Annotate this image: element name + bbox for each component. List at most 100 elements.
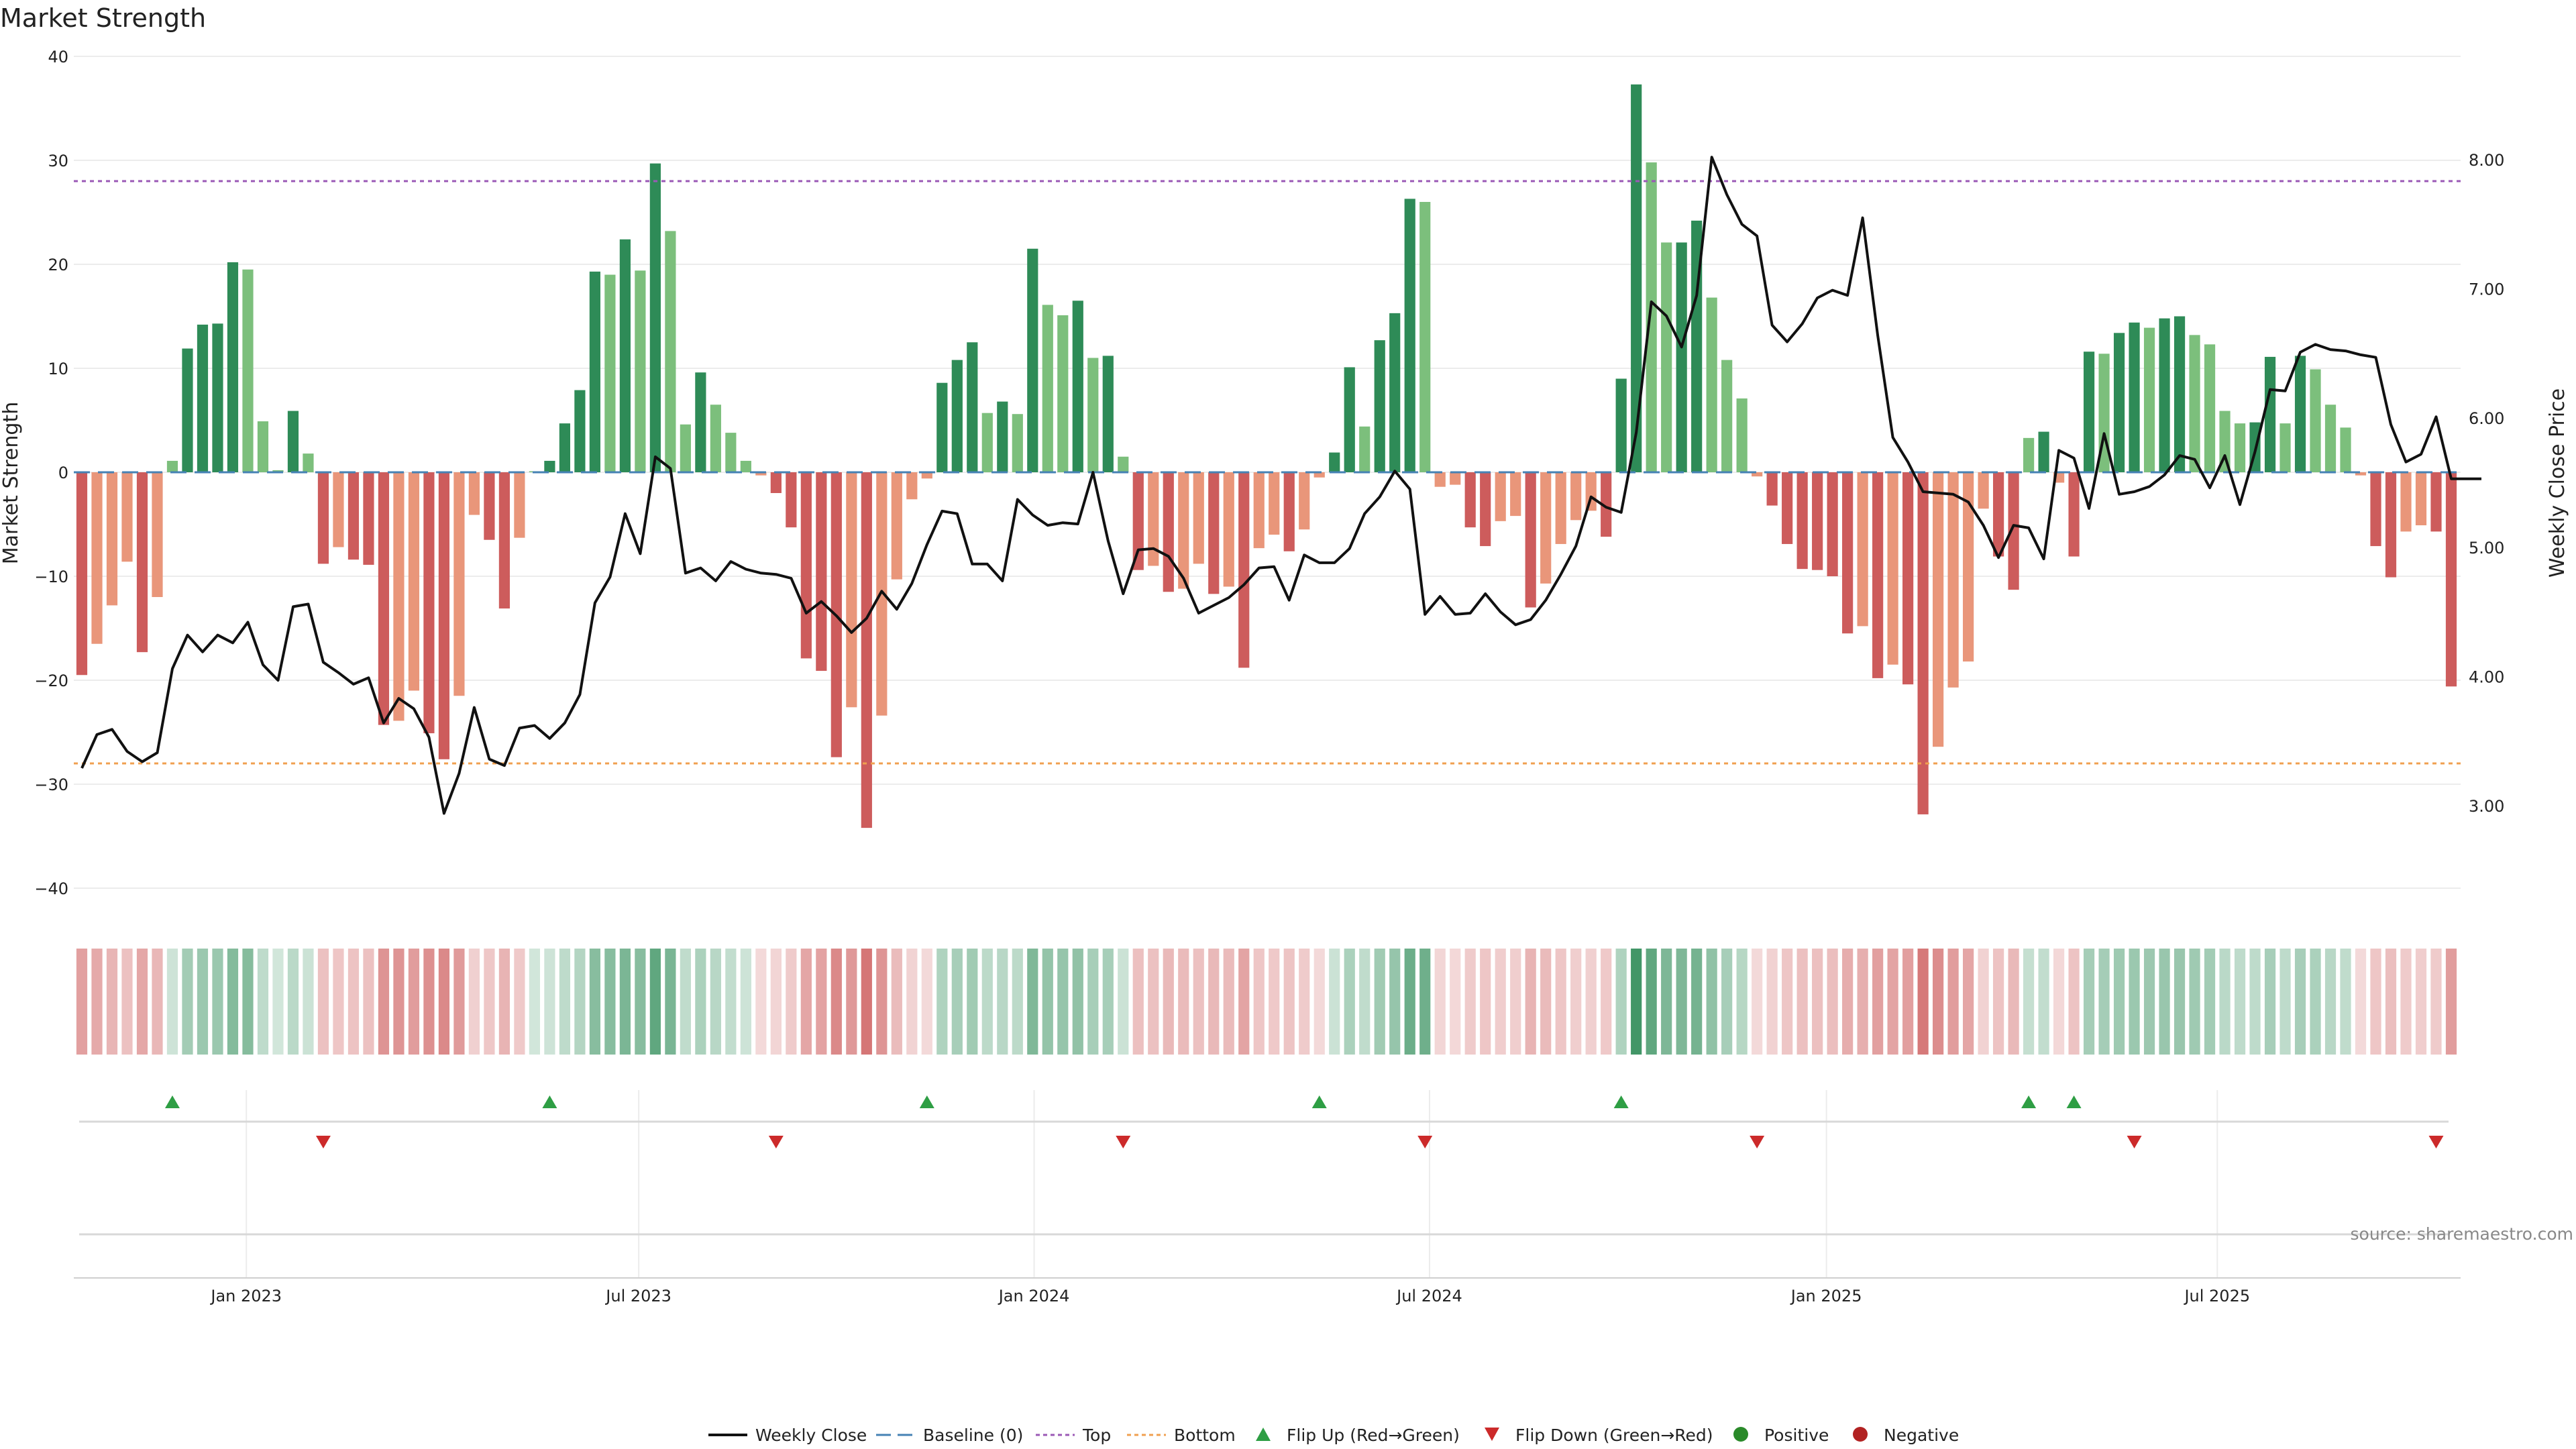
strength-bar: [1329, 452, 1340, 472]
strength-bar: [921, 472, 932, 479]
strength-bar: [1450, 472, 1461, 485]
strip-cell: [2189, 949, 2200, 1055]
left-tick-label: −30: [34, 775, 68, 794]
strip-cell: [1812, 949, 1823, 1055]
strip-cell: [182, 949, 193, 1055]
strength-bar: [1299, 472, 1310, 530]
strength-bar: [2340, 427, 2351, 472]
strength-heat-strip: [76, 949, 2457, 1055]
strip-cell: [484, 949, 495, 1055]
strength-bar: [1223, 472, 1234, 587]
strength-bar: [665, 231, 676, 472]
strength-bar: [1812, 472, 1823, 570]
weekly-close-line: [80, 156, 2481, 815]
strip-cell: [2340, 949, 2351, 1055]
strip-cell: [1585, 949, 1597, 1055]
strip-cell: [333, 949, 344, 1055]
flip-down-marker: [768, 1136, 784, 1148]
strength-bar: [619, 239, 631, 472]
strip-cell: [136, 949, 148, 1055]
strip-cell: [2159, 949, 2170, 1055]
strip-cell: [1419, 949, 1431, 1055]
strength-bar: [1253, 472, 1265, 549]
strip-cell: [1601, 949, 1612, 1055]
left-tick-label: 20: [48, 256, 68, 274]
strip-cell: [1238, 949, 1250, 1055]
left-tick-label: −10: [34, 568, 68, 586]
strength-bar: [317, 472, 329, 564]
strength-bar: [740, 460, 751, 472]
strip-cell: [1102, 949, 1114, 1055]
strip-cell: [830, 949, 842, 1055]
strip-cell: [710, 949, 721, 1055]
flip-up-marker: [919, 1095, 934, 1108]
strength-bar: [635, 270, 646, 472]
strength-bar: [2385, 472, 2397, 578]
strength-bar: [1374, 340, 1385, 472]
strength-bar: [574, 390, 586, 472]
flip-down-marker: [1116, 1136, 1131, 1148]
strip-cell: [1615, 949, 1627, 1055]
strength-bar: [2400, 472, 2412, 532]
strip-cell: [2249, 949, 2261, 1055]
strength-bar: [182, 348, 193, 472]
strength-bar: [1540, 472, 1552, 584]
left-tick-label: 0: [58, 464, 68, 482]
strength-bar: [378, 472, 390, 725]
strip-cell: [635, 949, 646, 1055]
strip-cell: [1947, 949, 1959, 1055]
strength-bar: [967, 342, 978, 472]
strip-cell: [106, 949, 118, 1055]
axes: 40 30 20 10 0 −10 −20 −30 −40 8.00 7.00 6.00 5.00 4.0…: [34, 48, 2504, 1305]
strip-cell: [1646, 949, 1657, 1055]
right-tick-label: 3.00: [2469, 797, 2504, 816]
strip-cell: [498, 949, 511, 1055]
strength-bar: [559, 423, 570, 472]
strength-bar: [212, 323, 223, 472]
weekly-close-series: [80, 156, 2481, 815]
strip-cell: [363, 949, 374, 1055]
legend-item: Negative: [1853, 1426, 1959, 1445]
strength-bar: [287, 411, 299, 472]
strength-bar: [2279, 423, 2291, 472]
flip-up-marker: [2066, 1095, 2082, 1108]
strip-cell: [1902, 949, 1914, 1055]
legend-swatch-flip-up: [1256, 1428, 1271, 1441]
strength-bar: [484, 472, 495, 540]
strip-cell: [2053, 949, 2065, 1055]
strength-bar: [1389, 313, 1401, 472]
strip-cell: [1012, 949, 1023, 1055]
strength-bar: [1555, 472, 1566, 544]
strip-cell: [2355, 949, 2367, 1055]
reference-lines: [74, 180, 2461, 765]
strip-cell: [2264, 949, 2276, 1055]
strength-bar: [76, 472, 88, 676]
strength-bar: [1510, 472, 1521, 517]
legend-item: Top: [1036, 1426, 1111, 1445]
strip-cell: [378, 949, 390, 1055]
x-tick-label: Jul 2025: [2183, 1287, 2250, 1305]
strip-cell: [2430, 949, 2442, 1055]
strength-bar: [1464, 472, 1476, 528]
flip-down-marker: [1750, 1136, 1765, 1148]
left-tick-label: 30: [48, 152, 68, 170]
strength-bar: [1434, 472, 1446, 487]
strip-cell: [2324, 949, 2337, 1055]
strength-bar: [453, 472, 465, 696]
legend-label: Negative: [1884, 1426, 1959, 1445]
strength-bar: [1887, 472, 1898, 665]
strip-cell: [1842, 949, 1854, 1055]
strip-cell: [1631, 949, 1642, 1055]
flip-down-marker: [315, 1136, 331, 1148]
strength-bar: [91, 472, 103, 644]
strength-bar: [514, 472, 525, 538]
legend-label: Positive: [1764, 1426, 1829, 1445]
strip-cell: [649, 949, 661, 1055]
legend-item: Bottom: [1127, 1426, 1236, 1445]
strip-cell: [2204, 949, 2216, 1055]
strip-cell: [1540, 949, 1552, 1055]
strength-bar: [936, 382, 948, 472]
strip-cell: [2083, 949, 2095, 1055]
strip-cell: [2400, 949, 2412, 1055]
